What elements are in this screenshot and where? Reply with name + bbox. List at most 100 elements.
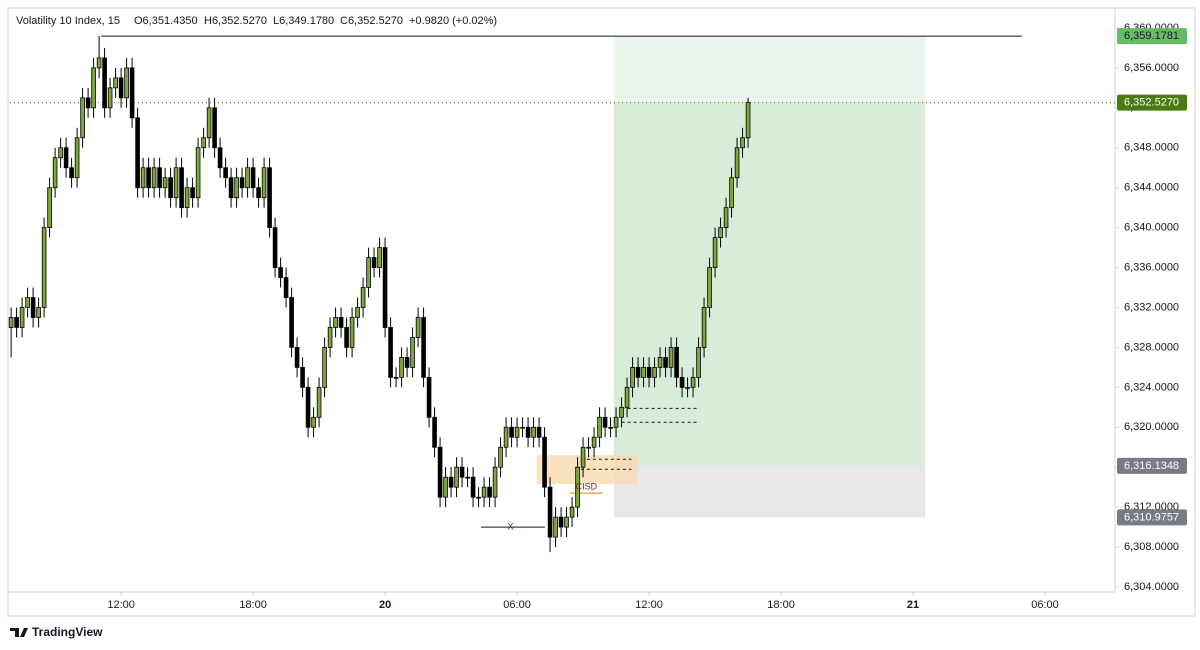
candle (168, 167, 173, 208)
price-label: 6,352.5270 (1124, 96, 1179, 108)
candle-body (547, 486, 553, 538)
candle-body (74, 137, 80, 179)
candle-body (261, 167, 267, 199)
candle (58, 137, 63, 168)
candle (404, 347, 410, 378)
candle-body (129, 67, 135, 119)
candle (580, 437, 586, 478)
candle (311, 407, 316, 438)
candle (234, 167, 239, 208)
candle (289, 287, 294, 358)
candle-body (217, 147, 223, 169)
candle (206, 97, 212, 148)
candle-body (322, 347, 327, 388)
candle (327, 317, 333, 358)
candle-body (476, 496, 481, 499)
candle (459, 457, 465, 488)
candle-body (338, 317, 344, 328)
candle-body (657, 357, 663, 368)
candle (245, 157, 250, 198)
x-tick-label: 21 (907, 599, 919, 611)
candle-body (118, 77, 124, 99)
candle (586, 437, 591, 458)
candle (19, 297, 25, 338)
candle (399, 347, 404, 388)
candle (52, 147, 58, 198)
candle-body (740, 137, 745, 149)
candle-body (514, 426, 520, 438)
candle-body (575, 466, 580, 508)
candle-body (498, 446, 503, 468)
candle (597, 407, 602, 448)
candle (723, 197, 729, 238)
logo-mark (10, 628, 28, 637)
candle (685, 377, 690, 398)
candle (195, 137, 201, 208)
candle (96, 36, 102, 78)
candle-body (745, 102, 751, 139)
candle-body (239, 177, 245, 189)
y-tick-label: 6,348.0000 (1124, 142, 1179, 154)
candle-body (459, 466, 465, 478)
candle-body (624, 386, 630, 408)
candle-body (635, 366, 641, 378)
candle (305, 377, 311, 438)
symbol-title: Volatility 10 Index, 15 (16, 15, 120, 27)
candle (80, 87, 85, 148)
candle (498, 437, 503, 478)
candle (124, 57, 129, 108)
candle (602, 407, 608, 438)
candle-body (641, 366, 646, 378)
candle (371, 247, 377, 278)
candle (212, 97, 217, 158)
candle-body (410, 337, 415, 368)
candle (151, 157, 157, 198)
x-tick-label: 06:00 (1031, 599, 1059, 611)
candle (25, 287, 30, 318)
candle-body (267, 167, 272, 229)
y-tick-label: 6,328.0000 (1124, 341, 1179, 353)
footer-logo: TradingView (10, 625, 103, 639)
candle (8, 307, 14, 358)
candle (146, 157, 151, 198)
candle-body (393, 376, 399, 379)
price-label: 6,316.1348 (1124, 460, 1179, 472)
candle-body (602, 416, 608, 428)
candle-body (36, 307, 41, 318)
price-label-box (1117, 28, 1187, 45)
candle-body (91, 67, 96, 109)
candle-body (580, 446, 586, 468)
candle-body (613, 416, 619, 428)
candle-body (283, 277, 289, 298)
candle (129, 57, 135, 128)
candle-body (652, 366, 657, 378)
candle-body (157, 167, 162, 189)
candle-body (360, 287, 366, 308)
candle-body (437, 446, 443, 498)
candle (729, 167, 734, 218)
candle-body (707, 267, 712, 308)
candle (663, 347, 668, 378)
candle-body (58, 147, 63, 159)
candle-body (597, 416, 602, 438)
candle-body (30, 297, 36, 318)
candle-body (305, 386, 311, 428)
candle (520, 417, 525, 438)
candle (393, 367, 399, 388)
candle (421, 307, 426, 388)
candle-body (564, 516, 569, 528)
candle-body (316, 386, 322, 418)
candle-body (113, 77, 118, 89)
candle (267, 157, 272, 238)
candle (135, 107, 140, 198)
candle (322, 337, 327, 398)
candle (74, 127, 80, 188)
candle (437, 437, 443, 508)
x-tick-label: 18:00 (767, 599, 795, 611)
candle (355, 297, 360, 328)
candle-body (96, 57, 102, 69)
candle (239, 167, 245, 198)
candle (470, 467, 476, 508)
